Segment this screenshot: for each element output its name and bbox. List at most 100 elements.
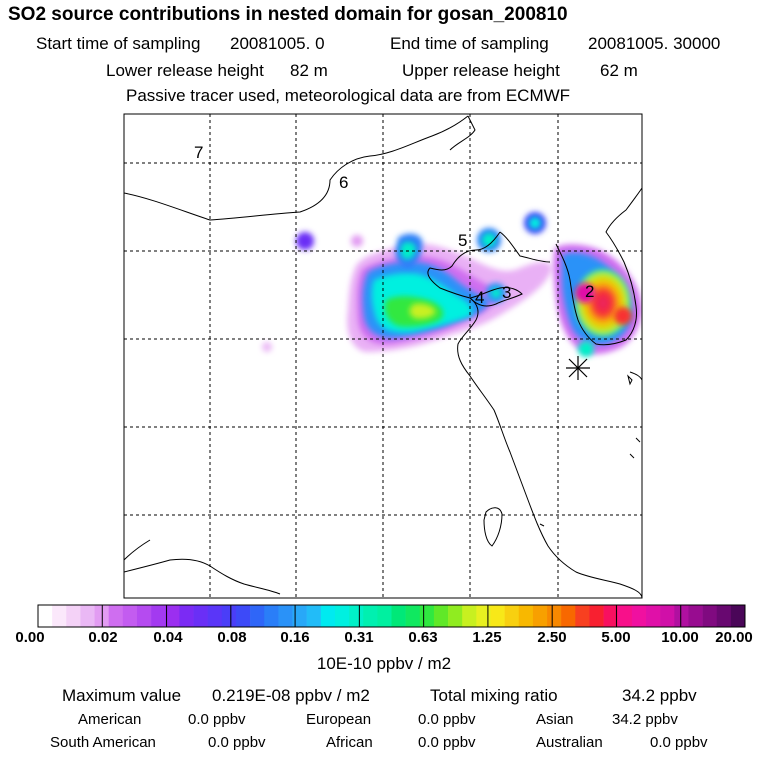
colorbar-tick-label: 0.04 <box>153 629 183 646</box>
region-name: Australian <box>536 734 603 751</box>
colorbar-tick-label: 0.00 <box>15 629 45 646</box>
colorbar-tick-label: 0.63 <box>408 629 438 646</box>
colorbar-tick-label: 0.31 <box>344 629 374 646</box>
colorbar-swatch <box>674 605 689 627</box>
colorbar-frame <box>37 604 746 628</box>
map-plot-area <box>124 114 642 598</box>
max-value: 0.219E-08 ppbv / m2 <box>212 686 370 705</box>
region-value: 0.0 ppbv <box>650 734 708 751</box>
region-label-7: 7 <box>194 143 203 162</box>
colorbar-swatch <box>193 605 208 627</box>
so2-plume <box>262 212 642 357</box>
colorbar-swatch <box>136 605 152 627</box>
colorbar-tick-label: 0.02 <box>88 629 118 646</box>
colorbar-tick-label: 1.25 <box>472 629 502 646</box>
colorbar-swatch <box>532 605 548 627</box>
colorbar-unit: 10E-10 ppbv / m2 <box>316 654 452 673</box>
colorbar-swatch <box>278 605 293 627</box>
colorbar-swatch <box>448 605 463 627</box>
colorbar-tick-label: 5.00 <box>601 629 631 646</box>
colorbar-swatch <box>363 605 378 627</box>
colorbar-swatch <box>476 605 491 627</box>
upper-release-value: 62 m <box>600 61 638 80</box>
region-name: American <box>78 711 142 728</box>
colorbar <box>37 604 746 628</box>
colorbar-swatch <box>504 605 520 627</box>
colorbar-swatch <box>122 605 138 627</box>
region-label-4: 4 <box>475 288 484 307</box>
tracer-note: Passive tracer used, meteorological data… <box>126 86 571 105</box>
colorbar-swatch <box>589 605 604 627</box>
colorbar-swatch <box>306 605 322 627</box>
region-value: 0.0 ppbv <box>418 734 476 751</box>
region-name: Asian <box>536 711 574 728</box>
colorbar-swatch <box>462 605 477 627</box>
colorbar-swatch <box>617 605 633 627</box>
colorbar-swatch <box>207 605 223 627</box>
colorbar-swatch <box>334 605 350 627</box>
map-frame <box>123 113 643 599</box>
colorbar-swatch <box>52 605 67 627</box>
colorbar-tick-label: 20.00 <box>715 629 753 646</box>
colorbar-swatch <box>518 605 534 627</box>
colorbar-swatch <box>377 605 392 627</box>
colorbar-swatch <box>716 605 732 627</box>
colorbar-tick-label: 0.16 <box>280 629 310 646</box>
colorbar-swatch <box>433 605 449 627</box>
end-sampling-value: 20081005. 30000 <box>588 34 721 53</box>
region-value: 0.0 ppbv <box>208 734 266 751</box>
colorbar-swatch <box>391 605 406 627</box>
colorbar-swatch <box>179 605 194 627</box>
asterisk-receptor-icon <box>566 356 590 380</box>
region-label-3: 3 <box>502 283 511 302</box>
colorbar-swatch <box>688 605 703 627</box>
colorbar-swatch <box>108 605 124 627</box>
colorbar-tick-label: 0.08 <box>217 629 247 646</box>
region-label-6: 6 <box>339 173 348 192</box>
colorbar-tick-label: 2.50 <box>537 629 567 646</box>
colorbar-tick-label: 10.00 <box>661 629 699 646</box>
colorbar-swatch <box>730 605 746 627</box>
region-name: South American <box>50 734 156 751</box>
colorbar-swatch <box>320 605 336 627</box>
region-name: European <box>306 711 372 728</box>
colorbar-swatch <box>702 605 718 627</box>
colorbar-swatch <box>250 605 265 627</box>
colorbar-swatch <box>235 605 251 627</box>
total-mixing-value: 34.2 ppbv <box>622 686 697 705</box>
colorbar-swatch <box>165 605 180 627</box>
colorbar-swatch <box>80 605 95 627</box>
region-label-2: 2 <box>585 282 594 301</box>
region-value: 34.2 ppbv <box>612 711 678 728</box>
colorbar-swatch <box>547 605 562 627</box>
max-value-label: Maximum value <box>62 686 182 705</box>
region-label-5: 5 <box>458 231 467 250</box>
map-grid <box>124 114 642 598</box>
colorbar-swatch <box>660 605 675 627</box>
colorbar-swatch <box>405 605 421 627</box>
colorbar-swatch <box>38 605 53 627</box>
colorbar-swatch <box>603 605 619 627</box>
lower-release-label: Lower release height <box>106 61 264 80</box>
colorbar-swatch <box>221 605 237 627</box>
colorbar-swatch <box>66 605 81 627</box>
colorbar-swatch <box>151 605 166 627</box>
start-sampling-value: 20081005. 0 <box>230 34 325 53</box>
colorbar-swatch <box>646 605 661 627</box>
colorbar-swatch <box>349 605 364 627</box>
region-name: African <box>326 734 373 751</box>
colorbar-swatch <box>419 605 435 627</box>
colorbar-swatch <box>561 605 576 627</box>
start-sampling-label: Start time of sampling <box>36 34 201 53</box>
total-mixing-label: Total mixing ratio <box>430 686 558 705</box>
colorbar-swatch <box>490 605 505 627</box>
page-title: SO2 source contributions in nested domai… <box>8 4 568 25</box>
region-value: 0.0 ppbv <box>188 711 246 728</box>
lower-release-value: 82 m <box>290 61 328 80</box>
end-sampling-label: End time of sampling <box>390 34 549 53</box>
colorbar-swatch <box>264 605 279 627</box>
colorbar-swatch <box>631 605 647 627</box>
upper-release-label: Upper release height <box>402 61 560 80</box>
colorbar-swatch <box>575 605 590 627</box>
region-value: 0.0 ppbv <box>418 711 476 728</box>
